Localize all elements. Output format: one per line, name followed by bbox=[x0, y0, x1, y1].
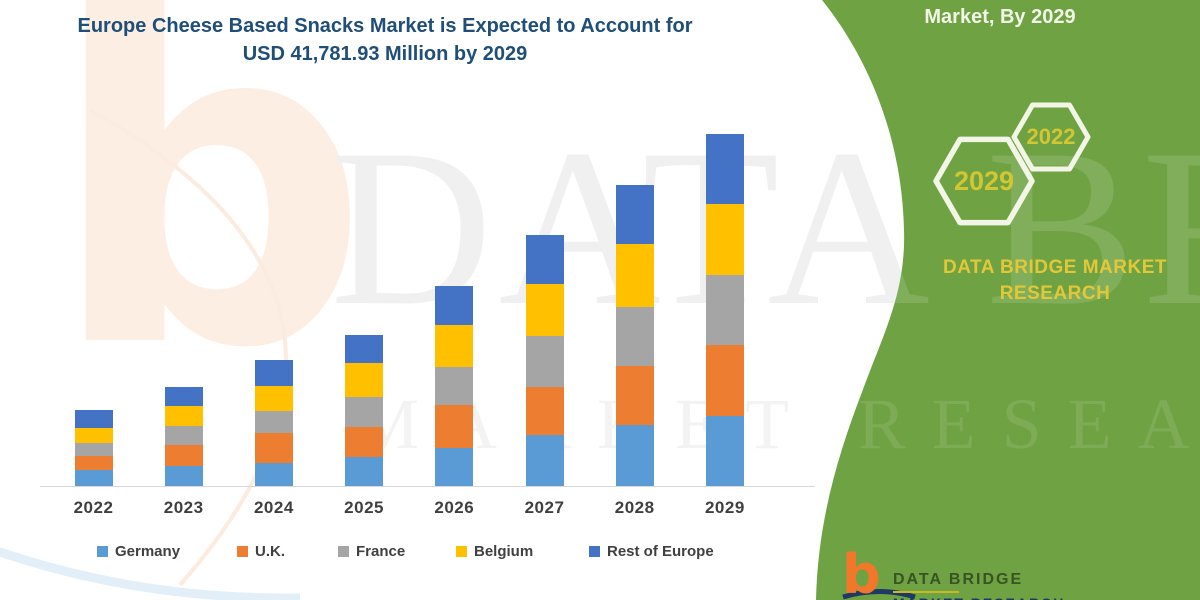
legend-swatch-icon bbox=[237, 546, 248, 557]
watermark-market-research-on-green: MARKET RESEARCH bbox=[355, 384, 1200, 464]
bar-segment-2029-u-k- bbox=[705, 345, 744, 416]
panel-heading: Market, By 2029 bbox=[924, 6, 1076, 28]
hexagon-2022-label: 2022 bbox=[1026, 124, 1076, 149]
bar-segment-2024-belgium bbox=[254, 385, 293, 411]
bar-segment-2024-germany bbox=[254, 462, 293, 486]
bar-segment-2025-u-k- bbox=[345, 427, 384, 457]
green-side-panel bbox=[816, 0, 1200, 600]
brand-wordmark-line1: DATA BRIDGE MARKET bbox=[943, 257, 1167, 278]
bar-segment-2028-u-k- bbox=[615, 366, 654, 425]
bar-segment-2024-france bbox=[254, 410, 293, 434]
bar-segment-2027-u-k- bbox=[525, 386, 564, 435]
stacked-bar-2026 bbox=[435, 286, 474, 486]
bar-segment-2023-rest-of-europe bbox=[164, 386, 203, 407]
bar-segment-2025-france bbox=[345, 396, 384, 428]
logo-b-icon: b bbox=[842, 543, 881, 600]
legend-item-rest-of-europe: Rest of Europe bbox=[589, 543, 714, 560]
legend-label: Belgium bbox=[474, 543, 534, 560]
logo-underline bbox=[893, 591, 959, 593]
x-axis-line bbox=[40, 486, 815, 487]
bar-segment-2026-france bbox=[435, 366, 474, 405]
bar-segment-2028-belgium bbox=[615, 243, 654, 308]
stacked-bar-2027 bbox=[525, 234, 564, 486]
legend-item-france: France bbox=[338, 543, 405, 560]
bar-segment-2024-u-k- bbox=[254, 433, 293, 463]
legend-swatch-icon bbox=[338, 546, 349, 557]
bar-segment-2022-belgium bbox=[74, 427, 113, 443]
bar-segment-2022-germany bbox=[74, 469, 113, 486]
bar-segment-2026-u-k- bbox=[435, 404, 474, 448]
logo-subtext: MARKET RESEARCH bbox=[893, 595, 1065, 600]
chart-title-line2: USD 41,781.93 Million by 2029 bbox=[242, 43, 528, 65]
bar-segment-2025-belgium bbox=[345, 363, 384, 397]
hexagon-2022 bbox=[1011, 102, 1091, 172]
bar-segment-2022-u-k- bbox=[74, 455, 113, 470]
bar-segment-2027-belgium bbox=[525, 284, 564, 337]
bar-segment-2026-germany bbox=[435, 447, 474, 486]
stacked-bar-2025 bbox=[345, 334, 384, 486]
bar-segment-2026-rest-of-europe bbox=[435, 286, 474, 326]
chart-title-line1: Europe Cheese Based Snacks Market is Exp… bbox=[77, 15, 693, 37]
legend-swatch-icon bbox=[97, 546, 108, 557]
x-axis-label-2026: 2026 bbox=[434, 498, 475, 517]
brand-b-watermark: b bbox=[48, 0, 371, 447]
bar-segment-2027-germany bbox=[525, 434, 564, 486]
x-axis-label-2029: 2029 bbox=[704, 498, 745, 517]
legend-item-germany: Germany bbox=[97, 543, 180, 560]
bar-segment-2022-rest-of-europe bbox=[74, 410, 113, 428]
legend-label: France bbox=[356, 543, 406, 560]
stacked-bar-2029 bbox=[705, 134, 744, 486]
stacked-bar-2024 bbox=[254, 359, 293, 486]
legend-swatch-icon bbox=[589, 546, 600, 557]
legend-label: Rest of Europe bbox=[607, 543, 714, 560]
stacked-bar-2028 bbox=[615, 185, 654, 486]
bar-segment-2027-france bbox=[525, 336, 564, 387]
bar-segment-2023-germany bbox=[164, 465, 203, 486]
brand-wordmark: DATA BRIDGE MARKET RESEARCH bbox=[930, 255, 1180, 307]
bar-segment-2028-france bbox=[615, 307, 654, 367]
logo-swoosh bbox=[842, 589, 916, 600]
bar-segment-2029-belgium bbox=[705, 204, 744, 275]
blue-swoosh-arc bbox=[0, 547, 301, 600]
bar-segment-2023-belgium bbox=[164, 406, 203, 427]
bar-segment-2025-germany bbox=[345, 456, 384, 486]
bar-segment-2024-rest-of-europe bbox=[254, 359, 293, 386]
bar-segment-2023-u-k- bbox=[164, 445, 203, 466]
hexagon-2029 bbox=[933, 136, 1035, 226]
x-axis-label-2025: 2025 bbox=[344, 498, 384, 517]
legend-item-belgium: Belgium bbox=[456, 543, 533, 560]
bar-segment-2029-germany bbox=[705, 415, 744, 486]
hexagon-2029-label: 2029 bbox=[953, 166, 1015, 196]
legend-label: Germany bbox=[115, 543, 181, 560]
bar-segment-2026-belgium bbox=[435, 325, 474, 367]
x-axis-label-2022: 2022 bbox=[73, 498, 114, 517]
bar-segment-2029-rest-of-europe bbox=[705, 134, 744, 205]
x-axis-label-2024: 2024 bbox=[253, 498, 294, 517]
legend-item-u-k-: U.K. bbox=[237, 543, 285, 560]
brand-wordmark-line2: RESEARCH bbox=[999, 283, 1111, 304]
peach-swoosh-arc bbox=[89, 108, 288, 587]
bar-segment-2025-rest-of-europe bbox=[345, 334, 384, 364]
x-axis-label-2028: 2028 bbox=[614, 498, 655, 517]
logo-name: DATA BRIDGE bbox=[893, 571, 1024, 588]
legend-swatch-icon bbox=[456, 546, 467, 557]
chart-title: Europe Cheese Based Snacks Market is Exp… bbox=[40, 12, 730, 68]
bar-segment-2028-rest-of-europe bbox=[615, 185, 654, 244]
stacked-bar-2023 bbox=[164, 386, 203, 486]
bar-segment-2027-rest-of-europe bbox=[525, 234, 564, 285]
x-axis-label-2027: 2027 bbox=[524, 498, 565, 517]
bar-segment-2028-germany bbox=[615, 424, 654, 486]
stacked-bar-2022 bbox=[74, 410, 113, 486]
bar-segment-2022-france bbox=[74, 442, 113, 456]
bar-segment-2023-france bbox=[164, 426, 203, 446]
x-axis-label-2023: 2023 bbox=[163, 498, 204, 517]
legend-label: U.K. bbox=[255, 543, 285, 560]
bar-segment-2029-france bbox=[705, 274, 744, 346]
